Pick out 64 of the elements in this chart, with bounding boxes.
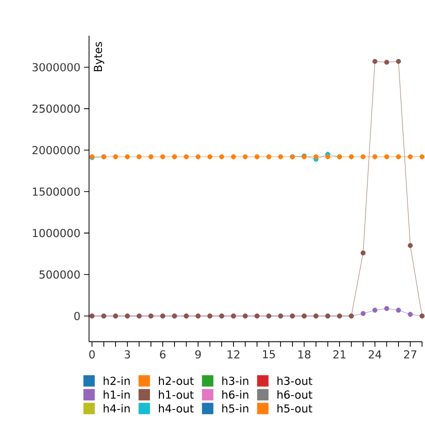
x-tick-label: 12: [228, 350, 240, 358]
legend-label: h5-in: [222, 404, 248, 413]
point: [148, 154, 154, 160]
x-tick-label: 6: [160, 350, 166, 359]
legend-label: h6-out: [278, 390, 312, 399]
point: [172, 154, 178, 160]
legend-label: h3-in: [222, 376, 248, 385]
point: [360, 154, 366, 160]
point: [384, 60, 390, 65]
point: [372, 308, 378, 313]
point: [136, 154, 142, 160]
point: [160, 154, 166, 160]
point: [360, 311, 366, 316]
y-tick-label: 2500000: [32, 104, 80, 113]
point: [113, 154, 118, 160]
point: [420, 154, 425, 160]
point: [408, 243, 413, 248]
x-tick-label: 18: [298, 350, 310, 359]
legend-label: h4-out: [158, 404, 194, 413]
legend-label: h1-in: [104, 390, 130, 399]
point: [313, 154, 318, 160]
legend-label: h4-in: [104, 404, 130, 412]
point: [184, 154, 189, 160]
point: [325, 154, 330, 160]
point: [242, 154, 248, 160]
x-tick-label: 9: [195, 350, 201, 359]
point: [348, 154, 354, 160]
x-tick-label: 21: [333, 350, 346, 358]
legend-label: h2-out: [158, 376, 194, 385]
y-tick-label: 500000: [40, 270, 80, 279]
y-tick-label: 1000000: [32, 228, 80, 238]
point: [372, 58, 378, 64]
y-tick-label: 3000000: [32, 63, 80, 72]
legend-label: h2-in: [104, 376, 130, 385]
point: [266, 154, 272, 160]
point: [360, 250, 366, 256]
point: [408, 312, 413, 317]
point: [384, 306, 390, 312]
legend-label: h5-out: [278, 404, 312, 413]
y-tick-label: 0: [74, 312, 80, 320]
y-tick-label: 1500000: [32, 187, 80, 196]
point: [396, 58, 401, 64]
x-tick-label: 15: [263, 350, 275, 358]
point: [219, 154, 224, 160]
point: [124, 154, 130, 160]
point: [254, 154, 260, 160]
point: [196, 154, 201, 160]
x-tick-label: 27: [404, 350, 416, 358]
x-tick-label: 3: [124, 350, 130, 359]
point: [396, 154, 401, 160]
x-tick-label: 24: [368, 350, 382, 358]
y-tick-label: 2000000: [32, 146, 80, 154]
point: [278, 154, 284, 160]
y-axis-title: Bytes: [94, 42, 104, 72]
point: [384, 154, 390, 160]
point: [396, 308, 401, 313]
point: [372, 154, 378, 160]
point: [230, 154, 236, 160]
legend-label: h6-in: [222, 390, 248, 399]
point: [408, 154, 413, 160]
x-tick-label: 0: [89, 350, 95, 359]
legend-label: h1-out: [158, 390, 194, 399]
legend-label: h3-out: [278, 376, 312, 385]
point: [207, 154, 212, 160]
